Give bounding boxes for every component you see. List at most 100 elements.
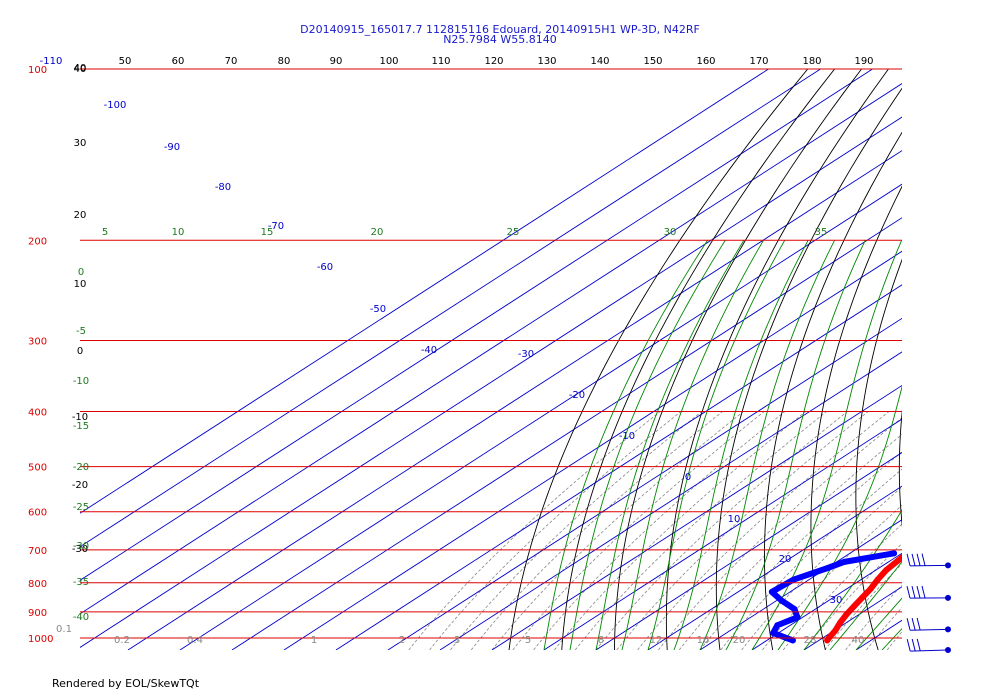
isotherm-line [491,384,902,650]
wind-barb-feather [911,617,916,631]
isotherm-label: -60 [317,262,333,273]
mixing-ratio-line [908,412,1000,650]
dry-adiabat-line [715,87,902,650]
pressure-tick-label: 100 [28,65,47,76]
temperature-profile-point [859,594,866,601]
pressure-tick-label: 1000 [28,634,53,645]
wind-barb-feather [911,586,916,599]
isotherm-line [387,317,902,650]
top-temperature-label: -110 [40,56,63,67]
bottom-mixing-label: 2 [399,635,405,646]
bottom-mixing-label: 5 [525,635,531,646]
bottom-mixing-label: 1 [311,635,317,646]
moist-adiabat-label: 25 [507,227,520,238]
dry-adiabat-line [508,69,809,650]
top-temperature-label: 100 [379,56,398,67]
temperature-profile-point [867,585,874,592]
isotherm-label: -90 [164,142,180,153]
mixing-ratio-line [408,411,661,650]
dry-adiabat-label: 40 [74,64,87,75]
top-temperature-label: 180 [802,56,821,67]
moist-adiabat-line [595,240,745,650]
temperature-profile-point [874,576,881,583]
isotherm-line [908,69,1000,650]
dewpoint-profile-point [841,558,848,565]
dry-adiabat-line [855,258,902,650]
mixing-ratio-label: -30 [73,541,89,552]
mixing-ratio-label: -10 [73,376,89,387]
top-temperature-label: 110 [431,56,450,67]
isotherm-label: -70 [268,221,284,232]
top-temperature-label: 130 [537,56,556,67]
mixing-ratio-label: 0 [78,267,84,278]
wind-barb-feather [916,585,921,599]
mixing-ratio-line [470,411,723,650]
plot-area [80,69,1000,650]
mixing-ratio-line [741,486,902,650]
isotherm-label: -10 [619,431,635,442]
isotherm-label: -100 [104,100,127,111]
dry-adiabat-line [982,69,1000,650]
pressure-tick-label: 700 [28,546,47,557]
dry-adiabat-line [941,69,1000,650]
pressure-tick-label: 600 [28,508,47,519]
top-temperature-label: 140 [590,56,609,67]
isotherm-line [595,452,902,650]
dewpoint-profile-point [768,588,775,595]
wind-barb-feather [921,553,926,566]
pressure-tick-label: 800 [28,579,47,590]
wind-barb-feather [906,618,911,631]
dewpoint-profile-point [891,550,898,557]
dewpoint-profile-point [790,576,797,583]
isotherm-label: -20 [569,390,585,401]
temperature-profile-point [883,567,890,574]
moist-adiabat-label: 15 [261,227,274,238]
top-temperature-label: 190 [854,56,873,67]
isotherm-line [960,69,1000,650]
top-temperature-label: 120 [484,56,503,67]
isotherm-label: 20 [779,554,792,565]
bottom-mixing-label: 0.2 [114,635,130,646]
top-temperature-label: 80 [278,56,291,67]
bottom-mixing-label: 0.4 [187,635,203,646]
dewpoint-profile-point [791,606,798,613]
dry-adiabat-label: 0 [77,346,83,357]
mixing-ratio-label: -35 [73,577,89,588]
top-temperature-label: 60 [172,56,185,67]
isotherm-line [80,69,821,548]
mixing-ratio-line [616,411,869,650]
mixing-ratio-line [929,412,1000,650]
dewpoint-profile-point [789,637,796,644]
dry-adiabat-line [665,69,889,650]
dry-adiabat-label: -10 [72,412,88,423]
moist-adiabat-line [621,240,764,650]
dry-adiabat-label: -20 [72,480,88,491]
moist-adiabat-line [725,240,866,650]
moist-adiabat-line [673,240,809,650]
moist-adiabat-line [699,240,835,650]
wind-barb-feather [916,553,921,566]
mixing-ratio-line [533,411,786,650]
dry-adiabat-label: 30 [74,138,87,149]
wind-barb-feather [911,638,916,652]
isotherm-line [283,250,902,650]
mixing-ratio-line [991,412,1000,650]
pressure-tick-label: 400 [28,408,47,419]
dewpoint-profile-point [794,614,801,621]
moist-adiabat-line [829,560,902,650]
pressure-tick-label: 500 [28,463,47,474]
isotherm-label: 0 [685,472,691,483]
moist-adiabat-line [751,240,902,650]
isotherm-line [80,83,902,615]
isotherm-line [179,183,902,650]
bottom-mixing-label: 8 [598,635,604,646]
top-temperature-label: 150 [643,56,662,67]
temperature-profile-point [832,627,839,634]
wind-barb-feather [916,638,921,651]
pressure-tick-label: 900 [28,608,47,619]
moist-adiabat-line [647,240,786,650]
dry-adiabat-label: 20 [74,210,87,221]
dewpoint-profile-point [774,622,781,629]
isotherm-line [80,69,873,581]
